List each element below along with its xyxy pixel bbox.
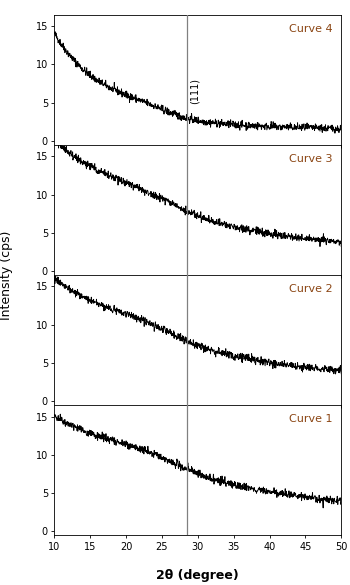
Text: (111): (111) <box>190 78 200 104</box>
Text: 2θ (degree): 2θ (degree) <box>156 569 239 582</box>
Text: Curve 1: Curve 1 <box>289 414 332 424</box>
Text: Curve 4: Curve 4 <box>289 24 332 34</box>
Text: Curve 3: Curve 3 <box>289 154 332 164</box>
Text: Intensity (cps): Intensity (cps) <box>0 230 14 319</box>
Text: Curve 2: Curve 2 <box>289 284 332 294</box>
